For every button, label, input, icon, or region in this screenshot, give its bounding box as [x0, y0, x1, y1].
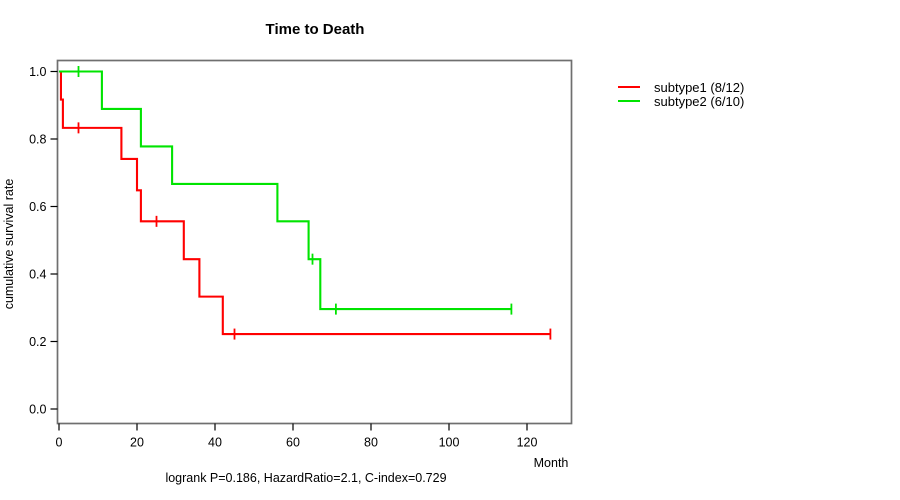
- y-tick-label: 0.4: [29, 267, 46, 281]
- x-tick-label: 0: [56, 436, 63, 450]
- x-tick-label: 80: [364, 436, 378, 450]
- x-tick-label: 120: [517, 436, 538, 450]
- legend-line-swatch-subtype2: [618, 99, 640, 103]
- y-tick-label: 1.0: [29, 65, 46, 79]
- y-tick-label: 0.2: [29, 335, 46, 349]
- x-tick-label: 100: [439, 436, 460, 450]
- legend-label-subtype1: subtype1 (8/12): [654, 79, 745, 95]
- legend-line-swatch-subtype1: [618, 85, 640, 89]
- y-tick-label: 0.6: [29, 200, 46, 214]
- legend-item-subtype1: subtype1 (8/12): [618, 79, 745, 95]
- y-tick-label: 0.8: [29, 132, 46, 146]
- y-axis-title: cumulative survival rate: [2, 178, 16, 310]
- plot-box-border: [56, 59, 573, 425]
- stats-caption: logrank P=0.186, HazardRatio=2.1, C-inde…: [165, 471, 447, 485]
- chart-title: Time to Death: [265, 21, 365, 38]
- km-curve-subtype2: [59, 70, 512, 311]
- legend-item-subtype2: subtype2 (6/10): [618, 93, 745, 109]
- x-tick-label: 60: [286, 436, 300, 450]
- x-tick-label: 20: [130, 436, 144, 450]
- y-tick-label: 0.0: [29, 402, 46, 416]
- x-axis-title: Month: [533, 456, 569, 470]
- legend-label-subtype2: subtype2 (6/10): [654, 93, 745, 109]
- legend: subtype1 (8/12) subtype2 (6/10): [618, 79, 745, 109]
- x-tick-label: 40: [208, 436, 222, 450]
- km-curve-subtype1: [59, 70, 551, 336]
